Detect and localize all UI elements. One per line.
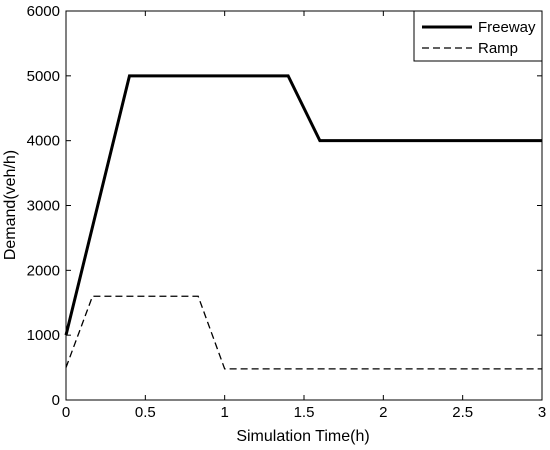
legend-label-ramp: Ramp <box>478 40 518 57</box>
y-tick-label: 4000 <box>27 133 60 150</box>
plot-frame <box>66 11 542 400</box>
y-tick-label: 2000 <box>27 262 60 279</box>
y-axis-label: Demand(veh/h) <box>2 150 19 260</box>
x-tick-label: 2.5 <box>452 404 473 421</box>
x-tick-label: 3 <box>538 404 546 421</box>
y-tick-label: 0 <box>52 392 60 409</box>
x-axis-label: Simulation Time(h) <box>236 428 369 445</box>
x-tick-label: 0 <box>62 404 70 421</box>
y-tick-label: 6000 <box>27 3 60 20</box>
y-tick-label: 1000 <box>27 327 60 344</box>
x-tick-label: 1 <box>220 404 228 421</box>
legend-label-freeway: Freeway <box>478 19 536 36</box>
x-tick-label: 2 <box>379 404 387 421</box>
y-tick-label: 5000 <box>27 68 60 85</box>
y-tick-label: 3000 <box>27 198 60 215</box>
x-tick-label: 0.5 <box>135 404 156 421</box>
x-tick-label: 1.5 <box>294 404 315 421</box>
